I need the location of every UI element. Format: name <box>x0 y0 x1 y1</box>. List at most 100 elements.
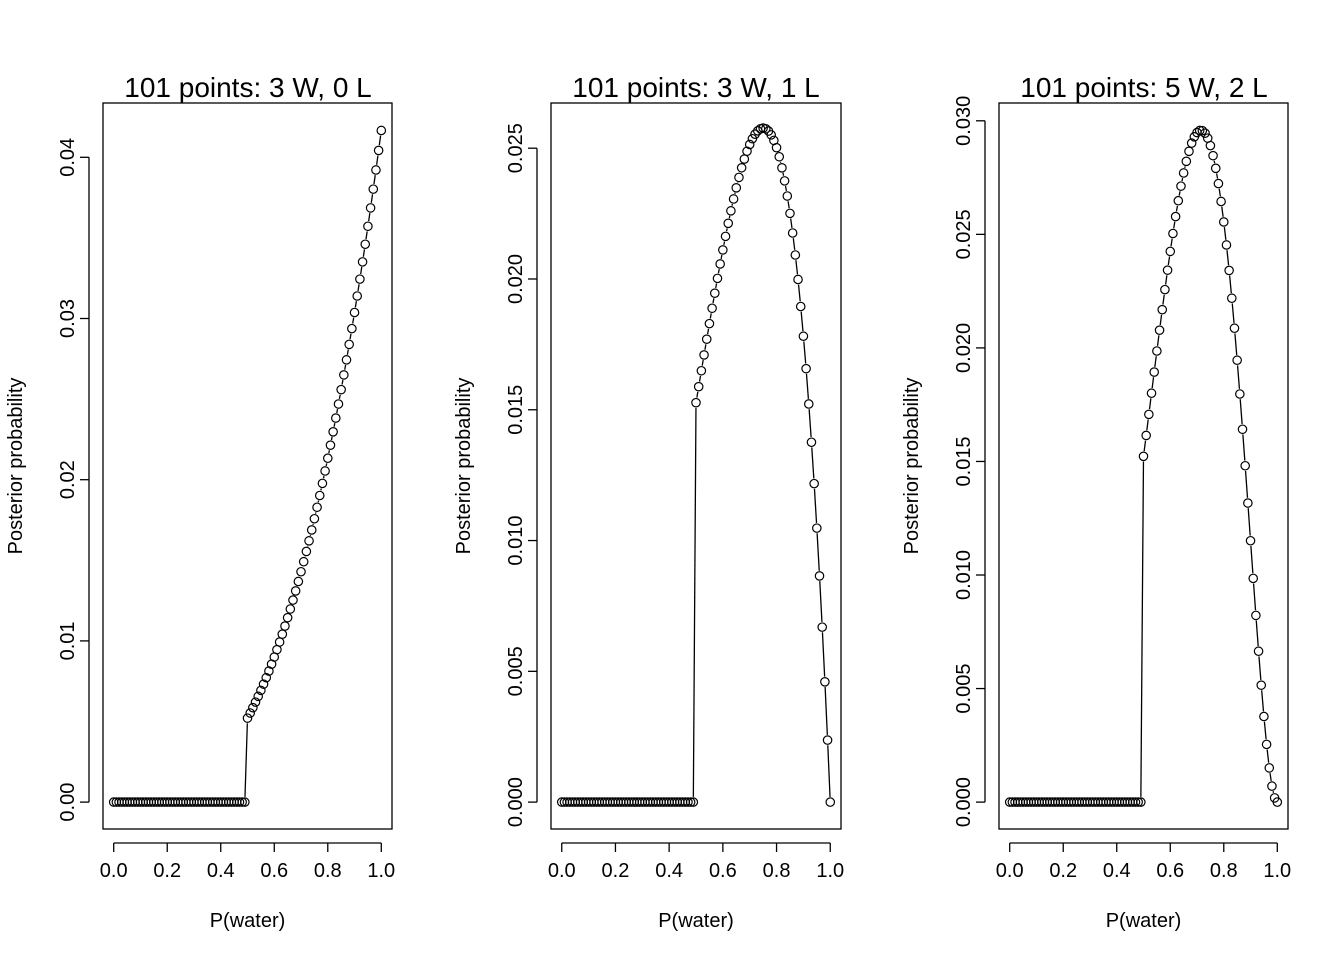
series-line-segment <box>1239 399 1243 425</box>
data-point <box>1176 181 1186 191</box>
series-line-segment <box>824 686 828 735</box>
data-point <box>1272 797 1283 807</box>
data-point <box>688 797 699 807</box>
data-point <box>365 203 376 213</box>
series-line-segment <box>706 328 710 335</box>
series-line-segment <box>1252 583 1257 611</box>
data-point <box>1208 150 1218 161</box>
data-point <box>306 525 317 535</box>
data-point <box>701 334 712 344</box>
x-tick-label: 0.2 <box>153 860 181 882</box>
series-line-segment <box>1213 160 1216 164</box>
y-tick-label: 0.03 <box>57 299 79 338</box>
data-point <box>256 685 266 696</box>
data-point <box>1227 293 1237 304</box>
data-point <box>734 172 744 183</box>
data-point <box>261 672 272 683</box>
x-tick-label: 0.0 <box>100 860 128 882</box>
data-point <box>1213 178 1224 189</box>
series-line-segment <box>723 241 726 245</box>
data-point <box>779 176 790 186</box>
y-tick-label: 0.005 <box>505 646 527 696</box>
data-point <box>312 502 322 513</box>
x-tick-label: 0.4 <box>655 860 683 882</box>
series-line-segment <box>1178 191 1181 196</box>
data-point <box>817 622 828 632</box>
data-point <box>288 595 298 605</box>
data-point <box>1157 304 1168 315</box>
plot-frame <box>550 102 842 830</box>
data-point <box>1184 146 1194 157</box>
data-point <box>258 679 269 689</box>
series-line-segment <box>362 249 366 257</box>
data-point <box>699 350 709 360</box>
series-line-segment <box>1244 470 1249 498</box>
data-point <box>1146 388 1157 399</box>
data-point <box>328 426 338 437</box>
x-tick-label: 1.0 <box>816 860 844 882</box>
data-point <box>1170 211 1181 222</box>
series-line-segment <box>341 379 344 385</box>
data-point <box>376 125 387 136</box>
series-line-segment <box>1258 656 1262 681</box>
series-line-segment <box>349 333 352 340</box>
data-point <box>242 713 253 723</box>
data-point <box>320 466 330 476</box>
data-point <box>1253 646 1264 657</box>
data-point <box>693 381 704 392</box>
series-line-segment <box>720 254 723 259</box>
data-point <box>1243 498 1253 508</box>
data-point <box>1235 389 1245 399</box>
series-line-segment <box>365 231 368 240</box>
data-point <box>1216 196 1226 207</box>
data-point <box>812 523 822 533</box>
data-point <box>234 797 245 807</box>
data-point <box>1237 424 1248 435</box>
series-line-segment <box>1247 508 1251 536</box>
series-line-segment <box>1269 772 1272 782</box>
series-line-segment <box>1242 434 1246 461</box>
data-point <box>245 708 255 718</box>
data-point <box>290 586 301 596</box>
data-point <box>790 250 801 260</box>
data-point <box>766 130 776 140</box>
series-line-segment <box>1255 620 1259 647</box>
data-point <box>787 228 798 238</box>
data-point <box>798 331 809 342</box>
series-line-segment <box>1236 365 1241 389</box>
plot-frame <box>998 102 1289 830</box>
data-point <box>1210 163 1221 174</box>
series-line-segment <box>813 488 818 523</box>
data-point <box>801 363 811 374</box>
data-point <box>731 183 742 193</box>
plot-frame <box>102 102 393 830</box>
series-line-segment <box>795 260 799 275</box>
y-tick-label: 0.015 <box>505 385 527 435</box>
series-line-segment <box>701 359 704 366</box>
data-point <box>304 536 314 546</box>
data-point <box>1165 246 1176 257</box>
series-line-segment <box>1146 419 1149 431</box>
series-line-segment <box>1234 333 1238 356</box>
series-line-segment <box>1175 205 1179 212</box>
series-line-segment <box>373 175 376 185</box>
data-point <box>771 142 782 153</box>
series-line-segment <box>244 723 248 797</box>
series-line-segment <box>1173 221 1176 229</box>
data-point <box>712 273 723 284</box>
data-point <box>806 437 817 448</box>
y-tick-label: 0.015 <box>953 436 975 486</box>
x-axis-label: P(water) <box>1106 910 1182 932</box>
data-point <box>357 257 368 267</box>
y-tick-label: 0.04 <box>57 138 79 177</box>
data-point <box>814 571 825 581</box>
data-point <box>1178 168 1189 178</box>
series-line-segment <box>1261 690 1265 712</box>
series-line-segment <box>709 313 712 319</box>
data-point <box>1259 711 1269 722</box>
data-point <box>298 556 309 567</box>
data-point <box>248 702 258 713</box>
data-point <box>718 245 728 255</box>
data-point <box>1248 573 1259 584</box>
series-line-segment <box>1223 227 1227 240</box>
